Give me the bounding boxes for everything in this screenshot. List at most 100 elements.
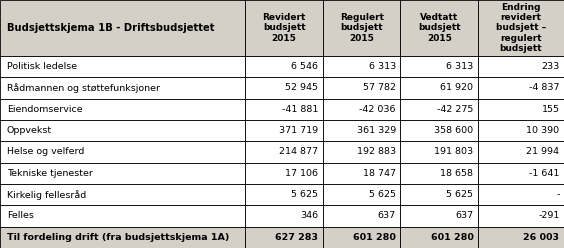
Text: 21 994: 21 994 — [526, 147, 559, 156]
Bar — [0, 184, 245, 205]
Text: 627 283: 627 283 — [275, 233, 318, 242]
Text: 18 658: 18 658 — [440, 169, 473, 178]
Bar — [400, 227, 478, 248]
Text: 637: 637 — [378, 212, 396, 220]
Bar — [323, 184, 400, 205]
Bar — [400, 98, 478, 120]
Bar — [400, 184, 478, 205]
Bar — [0, 0, 245, 56]
Text: 17 106: 17 106 — [285, 169, 318, 178]
Bar — [478, 77, 564, 98]
Bar — [323, 163, 400, 184]
Bar — [0, 56, 245, 77]
Bar — [245, 56, 323, 77]
Text: 233: 233 — [541, 62, 559, 71]
Text: Tekniske tjenester: Tekniske tjenester — [7, 169, 92, 178]
Text: -42 036: -42 036 — [359, 105, 396, 114]
Bar — [323, 141, 400, 163]
Text: Politisk ledelse: Politisk ledelse — [7, 62, 77, 71]
Bar — [0, 227, 245, 248]
Bar — [323, 205, 400, 227]
Text: 191 803: 191 803 — [434, 147, 473, 156]
Bar — [0, 205, 245, 227]
Text: 214 877: 214 877 — [279, 147, 318, 156]
Bar — [400, 163, 478, 184]
Text: 371 719: 371 719 — [279, 126, 318, 135]
Text: 52 945: 52 945 — [285, 83, 318, 92]
Text: 18 747: 18 747 — [363, 169, 396, 178]
Text: Kirkelig fellesråd: Kirkelig fellesråd — [7, 190, 86, 200]
Text: 6 313: 6 313 — [446, 62, 473, 71]
Text: 637: 637 — [455, 212, 473, 220]
Bar — [478, 120, 564, 141]
Text: 61 920: 61 920 — [440, 83, 473, 92]
Bar — [478, 141, 564, 163]
Text: -41 881: -41 881 — [282, 105, 318, 114]
Bar — [245, 120, 323, 141]
Bar — [245, 0, 323, 56]
Text: -1 641: -1 641 — [529, 169, 559, 178]
Bar — [400, 56, 478, 77]
Text: 26 003: 26 003 — [523, 233, 559, 242]
Bar — [323, 98, 400, 120]
Text: Rådmannen og støttefunksjoner: Rådmannen og støttefunksjoner — [7, 83, 160, 93]
Text: 192 883: 192 883 — [357, 147, 396, 156]
Bar — [400, 0, 478, 56]
Text: Til fordeling drift (fra budsjettskjema 1A): Til fordeling drift (fra budsjettskjema … — [7, 233, 229, 242]
Bar — [245, 77, 323, 98]
Bar — [478, 163, 564, 184]
Bar — [245, 141, 323, 163]
Text: Vedtatt
budsjett
2015: Vedtatt budsjett 2015 — [418, 13, 461, 43]
Bar — [0, 120, 245, 141]
Text: Eiendomservice: Eiendomservice — [7, 105, 82, 114]
Text: -291: -291 — [538, 212, 559, 220]
Text: 5 625: 5 625 — [369, 190, 396, 199]
Bar — [323, 120, 400, 141]
Text: 6 546: 6 546 — [292, 62, 318, 71]
Text: 358 600: 358 600 — [434, 126, 473, 135]
Bar — [0, 141, 245, 163]
Bar — [478, 0, 564, 56]
Bar — [400, 141, 478, 163]
Text: Felles: Felles — [7, 212, 34, 220]
Bar — [323, 77, 400, 98]
Text: 6 313: 6 313 — [369, 62, 396, 71]
Bar — [323, 56, 400, 77]
Text: Regulert
budsjett
2015: Regulert budsjett 2015 — [340, 13, 384, 43]
Text: 57 782: 57 782 — [363, 83, 396, 92]
Bar — [478, 184, 564, 205]
Text: Helse og velferd: Helse og velferd — [7, 147, 84, 156]
Bar — [323, 0, 400, 56]
Text: -: - — [556, 190, 559, 199]
Bar — [0, 77, 245, 98]
Bar — [400, 77, 478, 98]
Text: Budsjettskjema 1B - Driftsbudsjettet: Budsjettskjema 1B - Driftsbudsjettet — [7, 23, 214, 33]
Bar — [245, 98, 323, 120]
Bar — [400, 120, 478, 141]
Bar — [478, 227, 564, 248]
Text: Revidert
budsjett
2015: Revidert budsjett 2015 — [262, 13, 306, 43]
Bar — [0, 163, 245, 184]
Bar — [245, 184, 323, 205]
Text: 601 280: 601 280 — [353, 233, 396, 242]
Text: -42 275: -42 275 — [437, 105, 473, 114]
Bar — [245, 227, 323, 248]
Text: Endring
revidert
budsjett –
regulert
budsjett: Endring revidert budsjett – regulert bud… — [496, 2, 546, 53]
Bar — [323, 227, 400, 248]
Bar — [478, 205, 564, 227]
Text: 601 280: 601 280 — [430, 233, 473, 242]
Text: Oppvekst: Oppvekst — [7, 126, 52, 135]
Bar — [245, 163, 323, 184]
Text: 5 625: 5 625 — [292, 190, 318, 199]
Text: 361 329: 361 329 — [356, 126, 396, 135]
Text: 5 625: 5 625 — [447, 190, 473, 199]
Text: 10 390: 10 390 — [526, 126, 559, 135]
Bar — [478, 56, 564, 77]
Text: 346: 346 — [300, 212, 318, 220]
Bar — [478, 98, 564, 120]
Text: 155: 155 — [541, 105, 559, 114]
Bar — [0, 98, 245, 120]
Text: -4 837: -4 837 — [529, 83, 559, 92]
Bar — [400, 205, 478, 227]
Bar — [245, 205, 323, 227]
